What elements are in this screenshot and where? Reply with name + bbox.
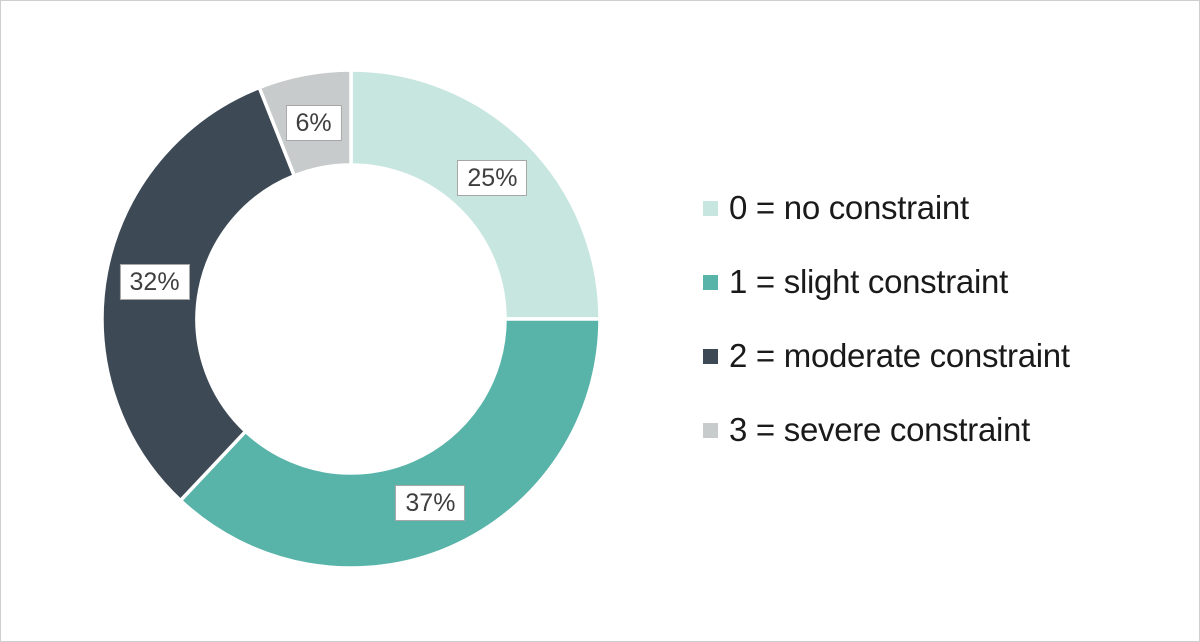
donut-chart: 25% 37% 32% 6% [1,1,701,641]
legend-item-2: 2 = moderate constraint [703,337,1070,374]
slice-label-0: 25% [457,159,528,196]
slice-label-3: 6% [285,104,342,141]
donut-slice-1 [178,317,602,570]
legend-item-0: 0 = no constraint [703,189,1070,226]
legend-item-1: 1 = slight constraint [703,263,1070,300]
legend-label-0: 0 = no constraint [729,189,969,226]
legend-label-1: 1 = slight constraint [729,263,1008,300]
donut-svg [100,68,602,570]
legend-swatch-1 [703,274,718,290]
slice-label-1: 37% [395,484,466,521]
legend-label-3: 3 = severe constraint [729,411,1030,448]
legend-swatch-0 [703,200,718,216]
donut-slice-2 [100,85,297,503]
slice-label-2: 32% [119,263,190,300]
legend-swatch-3 [703,422,718,438]
legend-item-3: 3 = severe constraint [703,411,1070,448]
legend-label-2: 2 = moderate constraint [729,337,1070,374]
legend-swatch-2 [703,348,718,364]
legend: 0 = no constraint 1 = slight constraint … [703,189,1070,487]
